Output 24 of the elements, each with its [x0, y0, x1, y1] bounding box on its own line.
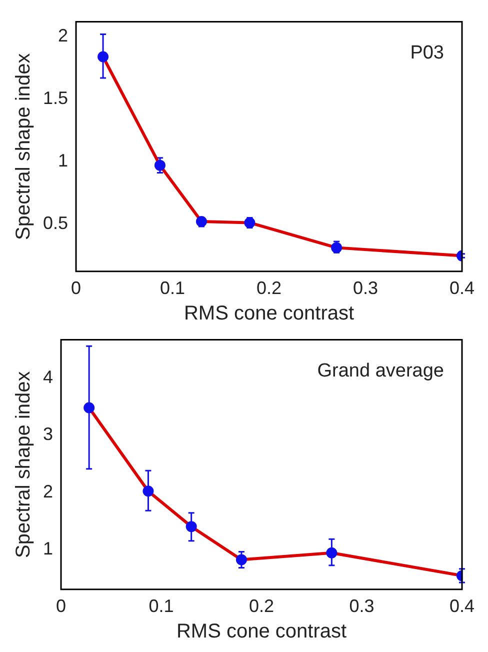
x-tick-label: 0: [56, 596, 66, 616]
y-tick-label: 2: [42, 481, 54, 502]
y-axis-title: Spectral shape index: [12, 371, 35, 558]
x-axis-title: RMS cone contrast: [184, 302, 354, 325]
x-axis-title: RMS cone contrast: [176, 620, 347, 643]
y-tick-label: 4: [42, 367, 54, 388]
x-tick-label: 0.4: [449, 278, 475, 298]
x-tick-label: 0.2: [248, 596, 274, 616]
y-tick-label: 1: [42, 538, 54, 558]
y-tick-label: 1: [58, 150, 68, 171]
x-tick-label: 0.3: [352, 278, 378, 298]
y-tick-label: 2: [58, 26, 68, 46]
y-tick-label: 3: [42, 424, 54, 444]
x-tick-label: 0.2: [256, 278, 282, 298]
x-tick-label: 0.1: [160, 278, 186, 298]
x-tick-label: 0.3: [349, 596, 374, 616]
annotation: P03: [410, 42, 444, 64]
x-tick-label: 0.4: [449, 596, 475, 616]
y-tick-label: 1.5: [42, 88, 68, 108]
annotation: Grand average: [317, 360, 444, 382]
x-tick-label: 0.1: [148, 596, 174, 616]
y-tick-label: 0.5: [42, 212, 68, 233]
x-tick-label: 0: [71, 278, 82, 298]
y-axis-title: Spectral shape index: [12, 53, 35, 240]
